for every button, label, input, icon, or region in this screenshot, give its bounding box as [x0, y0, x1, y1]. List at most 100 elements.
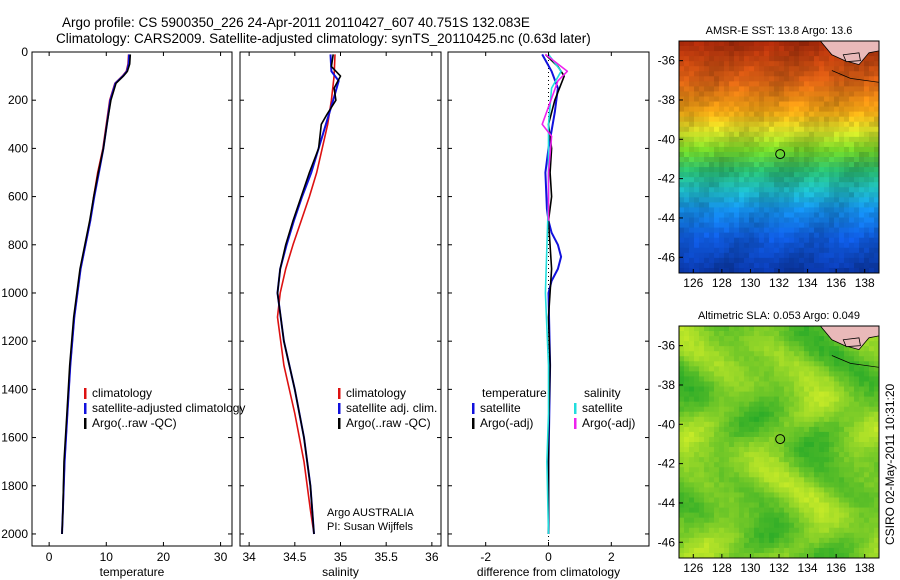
- map-cell: [679, 487, 685, 493]
- map-cell: [729, 51, 735, 57]
- map-cell: [864, 192, 870, 198]
- map-cell: [714, 341, 720, 347]
- map-cell: [849, 242, 855, 249]
- map-cell: [829, 202, 835, 208]
- map-cell: [794, 247, 800, 254]
- map-cell: [849, 517, 855, 524]
- map-cell: [694, 202, 700, 208]
- map-cell: [704, 376, 710, 382]
- map-cell: [724, 212, 730, 218]
- map-cell: [744, 192, 750, 198]
- map-cell: [864, 247, 870, 254]
- map-cell: [764, 442, 770, 448]
- map-cell: [724, 366, 730, 372]
- map-cell: [694, 442, 700, 448]
- map-cell: [729, 552, 735, 559]
- map-cell: [714, 111, 720, 118]
- map-cell: [824, 71, 830, 77]
- x-tick-label: 0: [545, 550, 552, 564]
- map-cell: [679, 101, 685, 107]
- map-cell: [729, 46, 735, 52]
- map-cell: [774, 426, 780, 433]
- map-cell: [819, 537, 825, 544]
- map-cell: [699, 76, 705, 82]
- map-cell: [789, 207, 795, 213]
- map-cell: [869, 267, 875, 274]
- map-cell: [724, 202, 730, 208]
- map-cell: [704, 532, 710, 539]
- map-cell: [799, 527, 805, 534]
- map-cell: [704, 151, 710, 158]
- map-cell: [834, 482, 840, 488]
- map-cell: [754, 472, 760, 478]
- map-cell: [794, 131, 800, 138]
- map-cell: [779, 527, 785, 534]
- map-cell: [734, 162, 740, 168]
- map-cell: [754, 487, 760, 493]
- map-cell: [849, 182, 855, 188]
- map-cell: [854, 467, 860, 473]
- map-cell: [789, 257, 795, 264]
- map-cell: [709, 391, 715, 398]
- map-cell: [839, 386, 845, 392]
- map-cell: [839, 167, 845, 173]
- map-cell: [819, 406, 825, 413]
- map-cell: [709, 421, 715, 428]
- map-cell: [729, 361, 735, 367]
- map-cell: [874, 346, 880, 352]
- map-cell: [684, 232, 690, 239]
- map-cell: [764, 121, 770, 128]
- map-cell: [804, 217, 810, 223]
- map-cell: [729, 162, 735, 168]
- map-cell: [684, 386, 690, 392]
- map-cell: [784, 197, 790, 203]
- map-cell: [794, 177, 800, 183]
- map-cell: [854, 351, 860, 357]
- map-cell: [699, 547, 705, 554]
- map-cell: [859, 537, 865, 544]
- map-cell: [834, 167, 840, 173]
- map-cell: [724, 426, 730, 433]
- map-cell: [719, 517, 725, 524]
- map-y-tick-label: -42: [658, 172, 676, 186]
- map-cell: [694, 187, 700, 193]
- map-cell: [709, 401, 715, 408]
- map-cell: [764, 151, 770, 158]
- map-cell: [834, 126, 840, 133]
- map-cell: [734, 81, 740, 87]
- map-cell: [734, 157, 740, 163]
- map-cell: [689, 71, 695, 77]
- x-tick-label: 34: [242, 550, 256, 564]
- map-cell: [759, 262, 765, 269]
- map-cell: [734, 232, 740, 239]
- map-cell: [779, 222, 785, 229]
- map-cell: [824, 151, 830, 158]
- map-cell: [784, 151, 790, 158]
- map-cell: [689, 381, 695, 387]
- map-cell: [809, 527, 815, 534]
- map-cell: [859, 547, 865, 554]
- map-cell: [834, 66, 840, 72]
- map-cell: [839, 532, 845, 539]
- map-cell: [744, 167, 750, 173]
- map-cell: [734, 492, 740, 498]
- map-cell: [749, 331, 755, 337]
- map-cell: [734, 542, 740, 549]
- map-cell: [679, 391, 685, 398]
- map-cell: [699, 167, 705, 173]
- map-cell: [734, 262, 740, 269]
- map-cell: [759, 217, 765, 223]
- map-cell: [694, 537, 700, 544]
- map-cell: [689, 411, 695, 418]
- map-cell: [689, 527, 695, 534]
- map-cell: [704, 227, 710, 234]
- y-tick-label: 800: [8, 238, 28, 252]
- map-cell: [814, 96, 820, 102]
- map-cell: [864, 227, 870, 234]
- map-cell: [749, 111, 755, 118]
- map-cell: [719, 341, 725, 347]
- map-cell: [699, 247, 705, 254]
- map-cell: [684, 71, 690, 77]
- map-cell: [769, 532, 775, 539]
